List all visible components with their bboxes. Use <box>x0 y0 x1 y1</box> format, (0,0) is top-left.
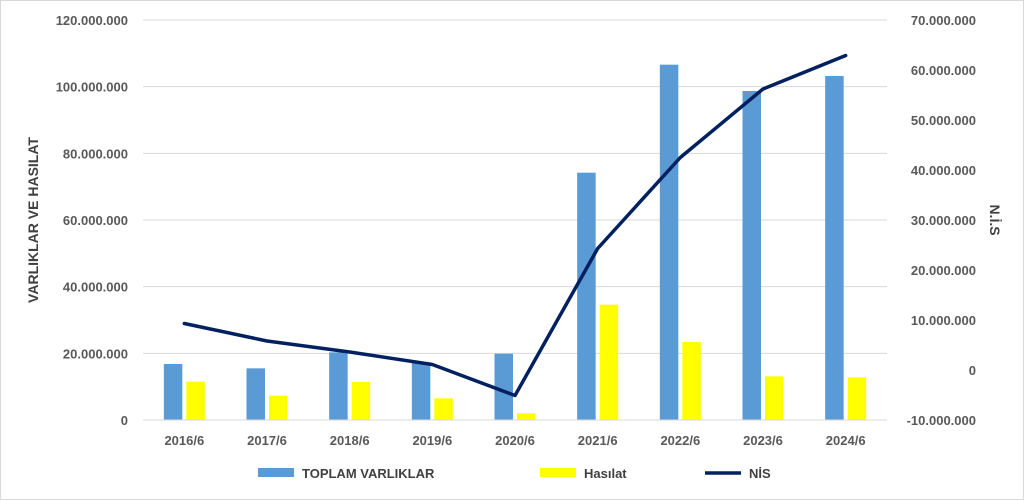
left-tick-label: 40.000.000 <box>63 280 128 295</box>
bar <box>765 376 784 420</box>
x-tick-label: 2020/6 <box>495 433 535 448</box>
right-axis-ticks: -10.000.000 0 10.000.000 20.000.000 30.000.0… <box>907 13 976 428</box>
x-tick-label: 2023/6 <box>743 433 783 448</box>
left-tick-label: 80.000.000 <box>63 146 128 161</box>
x-tick-label: 2018/6 <box>330 433 370 448</box>
bar <box>659 64 679 421</box>
left-tick-label: 60.000.000 <box>63 213 128 228</box>
right-tick-label: 50.000.000 <box>911 113 976 128</box>
x-axis-ticks: 2016/6 2017/6 2018/6 2019/6 2020/6 2021/6 2022… <box>164 433 865 448</box>
x-tick-label: 2021/6 <box>578 433 618 448</box>
legend-label: Hasılat <box>584 466 627 481</box>
bar <box>517 413 536 420</box>
right-tick-label: -10.000.000 <box>907 413 976 428</box>
right-tick-label: 30.000.000 <box>911 213 976 228</box>
line-series <box>182 53 848 398</box>
legend-label: NİS <box>749 466 771 481</box>
x-tick-label: 2024/6 <box>826 433 866 448</box>
bar <box>742 91 761 420</box>
bar <box>163 364 183 420</box>
right-tick-label: 40.000.000 <box>911 163 976 178</box>
bar <box>246 368 265 420</box>
bar <box>411 362 431 420</box>
left-tick-label: 120.000.000 <box>56 13 128 28</box>
right-tick-label: 70.000.000 <box>911 13 976 28</box>
x-tick-label: 2017/6 <box>247 433 287 448</box>
left-tick-label: 20.000.000 <box>63 346 128 361</box>
legend: TOPLAM VARLIKLAR Hasılat NİS <box>258 466 771 481</box>
legend-swatch <box>258 468 294 477</box>
y-axis-title: VARLIKLAR VE HASILAT <box>25 137 41 303</box>
gridlines <box>143 19 887 354</box>
left-axis-ticks: 0 20.000.000 40.000.000 60.000.000 80.000.00… <box>56 13 128 428</box>
right-tick-label: 60.000.000 <box>911 63 976 78</box>
x-tick-label: 2019/6 <box>412 433 452 448</box>
bar <box>351 382 371 420</box>
bar <box>434 398 453 420</box>
left-tick-label: 100.000.000 <box>56 80 128 95</box>
right-tick-label: 0 <box>969 363 976 378</box>
bar <box>269 395 288 420</box>
x-tick-label: 2022/6 <box>660 433 700 448</box>
bar <box>682 342 701 420</box>
bar <box>494 353 513 420</box>
legend-swatch <box>540 468 576 477</box>
legend-label: TOPLAM VARLIKLAR <box>302 466 435 481</box>
bar <box>599 304 619 420</box>
bar <box>186 381 205 420</box>
y2-axis-title: N.İ.S <box>987 204 1003 235</box>
bar <box>825 76 844 420</box>
bar <box>577 172 596 420</box>
bar <box>847 377 867 420</box>
series-line <box>182 53 848 398</box>
left-tick-label: 0 <box>121 413 128 428</box>
bar <box>329 352 348 420</box>
right-tick-label: 10.000.000 <box>911 313 976 328</box>
right-tick-label: 20.000.000 <box>911 263 976 278</box>
x-tick-label: 2016/6 <box>164 433 204 448</box>
bars <box>163 64 867 421</box>
